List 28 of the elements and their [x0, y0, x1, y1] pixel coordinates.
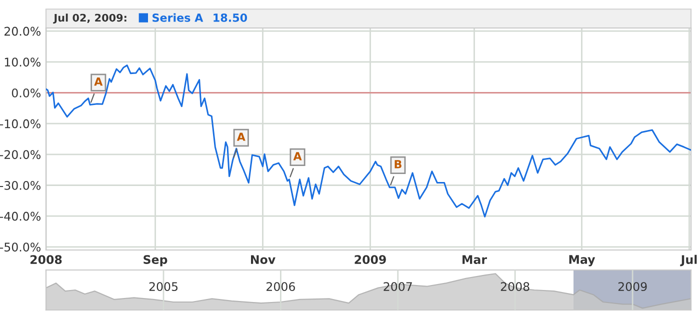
x-tick-label: 2008 [500, 282, 530, 292]
annotation: A [293, 152, 302, 160]
x-tick-label: Nov [251, 255, 276, 264]
annotation: B [394, 160, 402, 168]
x-tick-label: Mar [462, 255, 487, 264]
x-tick-label: 2009 [618, 282, 647, 292]
x-tick-label: 2006 [266, 282, 295, 292]
y-tick-label: -30.0% [0, 180, 40, 190]
x-tick-label: 2007 [384, 282, 412, 292]
annotation: A [94, 78, 103, 86]
x-tick-label: 2005 [149, 282, 178, 292]
text: Jul 02, 2009: [53, 14, 126, 24]
x-tick-label: May [569, 255, 596, 266]
y-tick-label: -20.0% [0, 150, 40, 160]
legend-label: Series A [152, 13, 204, 22]
y-tick-label: 0.0% [12, 88, 40, 98]
y-tick-label: 20.0% [4, 26, 40, 36]
x-tick-label: 2009 [354, 255, 386, 264]
x-tick-label: Sep [144, 255, 168, 266]
x-tick-label: Jul [680, 254, 697, 266]
y-tick-label: -10.0% [0, 119, 40, 128]
y-tick-label: -40.0% [0, 212, 40, 221]
line-series [46, 64, 691, 218]
y-tick-label: -50.0% [0, 242, 40, 252]
text: 18.50 [214, 13, 248, 22]
annotation: A [236, 132, 246, 141]
y-tick-label: 10.0% [4, 58, 40, 67]
x-tick-label: 2008 [30, 255, 62, 264]
